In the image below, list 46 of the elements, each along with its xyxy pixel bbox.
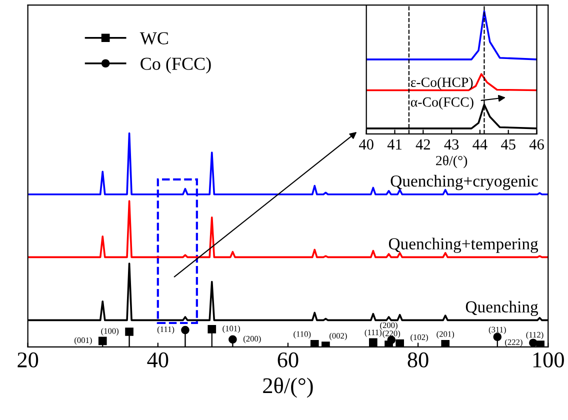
x-tick-label: 44 [472,139,488,150]
point [441,340,450,347]
annotation: (111) [364,329,382,337]
point [181,326,190,334]
annotation: (112) [526,332,544,340]
annotation: (002) [330,332,347,340]
annotation: (220) [382,330,400,338]
x-tick-label: 60 [278,352,298,368]
x-tick-label: 40 [359,139,374,150]
annotation: (200) [380,322,398,330]
x-tick-label: 100 [533,352,564,368]
annotation: (200) [243,336,261,344]
point [228,335,237,344]
point [208,325,216,334]
series-label: Quenching+tempering [388,238,538,253]
annotation: α-Co(FCC) [410,96,474,110]
series-label: Quenching+cryogenic [390,174,538,190]
x-axis-title: 2θ/(°) [436,155,468,168]
annotation: (201) [436,331,454,339]
x-tick-label: 20 [18,352,38,368]
x-tick-label: 45 [501,139,516,150]
point [310,340,319,347]
series-label: Quenching [466,300,538,316]
x-tick-label: 43 [444,139,459,150]
point [98,336,107,346]
x-tick-label: 46 [529,139,544,150]
x-axis-title: 2θ/(°) [263,377,313,398]
legend-label: Co (FCC) [140,57,211,74]
point [536,340,544,347]
annotation: (101) [222,325,240,333]
x-tick-label: 40 [147,352,168,368]
annotation: (311) [488,326,506,334]
annotation: (100) [101,328,119,336]
annotation: (001) [74,337,92,345]
annotation: (102) [410,334,428,342]
annotation: (111) [157,326,174,334]
annotation: (222) [505,339,522,347]
x-tick-label: 80 [408,352,428,368]
x-tick-label: 41 [387,139,402,150]
point [125,328,134,336]
x-tick-label: 42 [416,139,430,150]
annotation: ε-Co(HCP) [410,77,473,90]
point [369,338,378,347]
point [396,339,404,347]
legend-label: WC [140,32,168,44]
annotation: (110) [294,331,311,339]
